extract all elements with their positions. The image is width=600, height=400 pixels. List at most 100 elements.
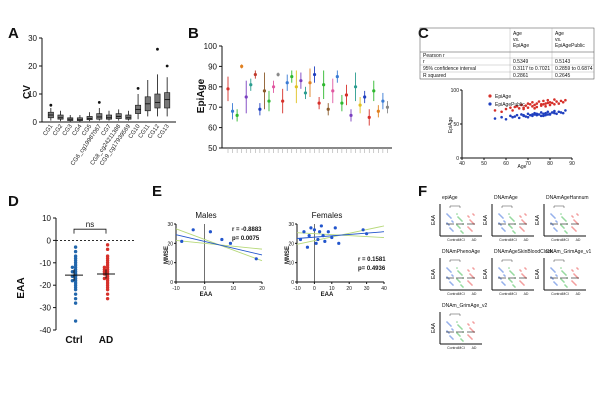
panel-f-point — [553, 216, 555, 218]
panel-f-point — [472, 213, 474, 215]
panel-d-point — [102, 276, 107, 281]
panel-f-point — [468, 324, 470, 326]
panel-f-point — [470, 220, 472, 222]
panel-c-point — [555, 112, 558, 116]
panel-f-point — [446, 276, 448, 278]
panel-f-point — [452, 284, 454, 286]
panel-c-xtick-label: 50 — [481, 161, 487, 167]
panel-f-point — [577, 268, 579, 270]
panel-f-point — [449, 335, 451, 337]
panel-f-point — [523, 284, 525, 286]
panel-f-point — [512, 284, 514, 286]
panel-a-box — [96, 113, 103, 120]
panel-f-ylabel: EAA — [535, 268, 541, 279]
panel-f-point — [469, 282, 471, 284]
panel-f-point — [553, 281, 555, 283]
panel-b-ytick-label: 90 — [208, 62, 217, 71]
panel-e-females-point — [305, 245, 310, 249]
panel-c-point — [537, 113, 541, 116]
panel-c-point — [559, 99, 563, 103]
panel-c-point — [504, 107, 508, 111]
panel-f-point — [459, 227, 461, 229]
panel-f-point — [473, 214, 475, 216]
panel-c-point — [544, 113, 547, 117]
panel-c-point — [504, 117, 508, 121]
panel-f-ylabel: EAA — [483, 268, 489, 279]
panel-d-point — [73, 301, 78, 305]
panel-e-females-ytick-label: 20 — [288, 241, 294, 247]
panel-a-outlier — [165, 64, 169, 68]
panel-e-males-xtick-label: 20 — [259, 286, 265, 292]
panel-f-point — [512, 219, 514, 221]
panel-e-females-point — [309, 226, 313, 230]
panel-f-point — [501, 281, 503, 283]
panel-f-point — [470, 337, 472, 339]
panel-b-ytick-label: 70 — [208, 103, 217, 112]
panel-f-point — [572, 216, 574, 218]
panel-f-point — [458, 280, 460, 282]
panel-b-point — [372, 89, 376, 93]
panel-e-females-point — [319, 224, 323, 228]
panel-f-point — [469, 219, 471, 221]
panel-c-point — [542, 112, 545, 116]
panel-f-group-label: AD — [472, 346, 477, 350]
panel-e-females-point — [323, 239, 327, 243]
panel-c-ylabel: EpiAge — [448, 117, 454, 133]
panel-f-point — [471, 284, 473, 286]
panel-d-point — [105, 287, 110, 292]
panel-f-point — [556, 275, 558, 277]
panel-c-point — [537, 100, 541, 103]
panel-f-point — [509, 270, 511, 272]
panel-f-subpanel-title: DNAmAgeSkinBloodClock — [494, 249, 553, 255]
panel-f-point — [503, 220, 505, 222]
panel-f-point — [575, 230, 577, 232]
panel-f-point — [458, 325, 460, 327]
panel-f-point — [467, 269, 469, 271]
panel-f-point — [452, 230, 454, 232]
panel-a-ytick-label: 20 — [28, 62, 37, 71]
panel-f-point — [468, 270, 470, 272]
panel-b-epiage-scatter: EpiAge 50 60 70 80 90 100 — [196, 42, 392, 153]
panel-f-point — [511, 281, 513, 283]
panel-f-point — [472, 267, 474, 269]
panel-f-ylabel: EAA — [535, 214, 541, 225]
panel-f-point — [508, 224, 510, 226]
panel-b-point — [226, 87, 230, 91]
panel-b-point — [322, 83, 326, 87]
panel-f-point — [563, 281, 565, 283]
panel-b-point — [331, 89, 335, 93]
panel-f-point — [521, 228, 523, 230]
panel-e-males-xtick-label: 0 — [203, 286, 206, 292]
panel-f-point — [560, 224, 562, 226]
panel-f-point — [452, 329, 454, 331]
panel-label-a: A — [8, 25, 19, 42]
panel-f-point — [469, 228, 471, 230]
panel-e-females-r: r = 0.1581 — [358, 257, 386, 263]
panel-c-point — [555, 100, 558, 103]
panel-c-ytick-label: 100 — [451, 88, 460, 94]
panel-c-point — [535, 105, 539, 109]
panel-f-point — [504, 275, 506, 277]
panel-f-bracket — [449, 259, 461, 262]
panel-d-ytick-label: 0 — [47, 236, 52, 245]
panel-f-point — [519, 269, 521, 271]
panel-f-point — [571, 269, 573, 271]
panel-a-box — [125, 114, 132, 120]
panel-f-subpanel-title: DNAmPhenoAge — [442, 249, 480, 255]
panel-c-table-cell: R squared — [423, 73, 446, 79]
panel-d-ytick-label: -20 — [39, 281, 51, 290]
panel-f-group-label: ControlMCI — [551, 238, 569, 242]
panel-f-point — [562, 280, 564, 282]
panel-a-ytick-label: 10 — [28, 90, 37, 99]
panel-f-point — [460, 230, 462, 232]
panel-f-point — [458, 226, 460, 228]
panel-f-bracket — [553, 259, 565, 262]
panel-e-males-xlabel: EAA — [200, 292, 213, 298]
panel-e-males-ytick-label: 30 — [167, 222, 173, 228]
panel-a-box — [164, 92, 171, 109]
panel-f-point — [498, 276, 500, 278]
panel-f-point — [451, 283, 453, 285]
panel-c-point — [557, 102, 561, 105]
panel-d-point — [70, 279, 75, 283]
